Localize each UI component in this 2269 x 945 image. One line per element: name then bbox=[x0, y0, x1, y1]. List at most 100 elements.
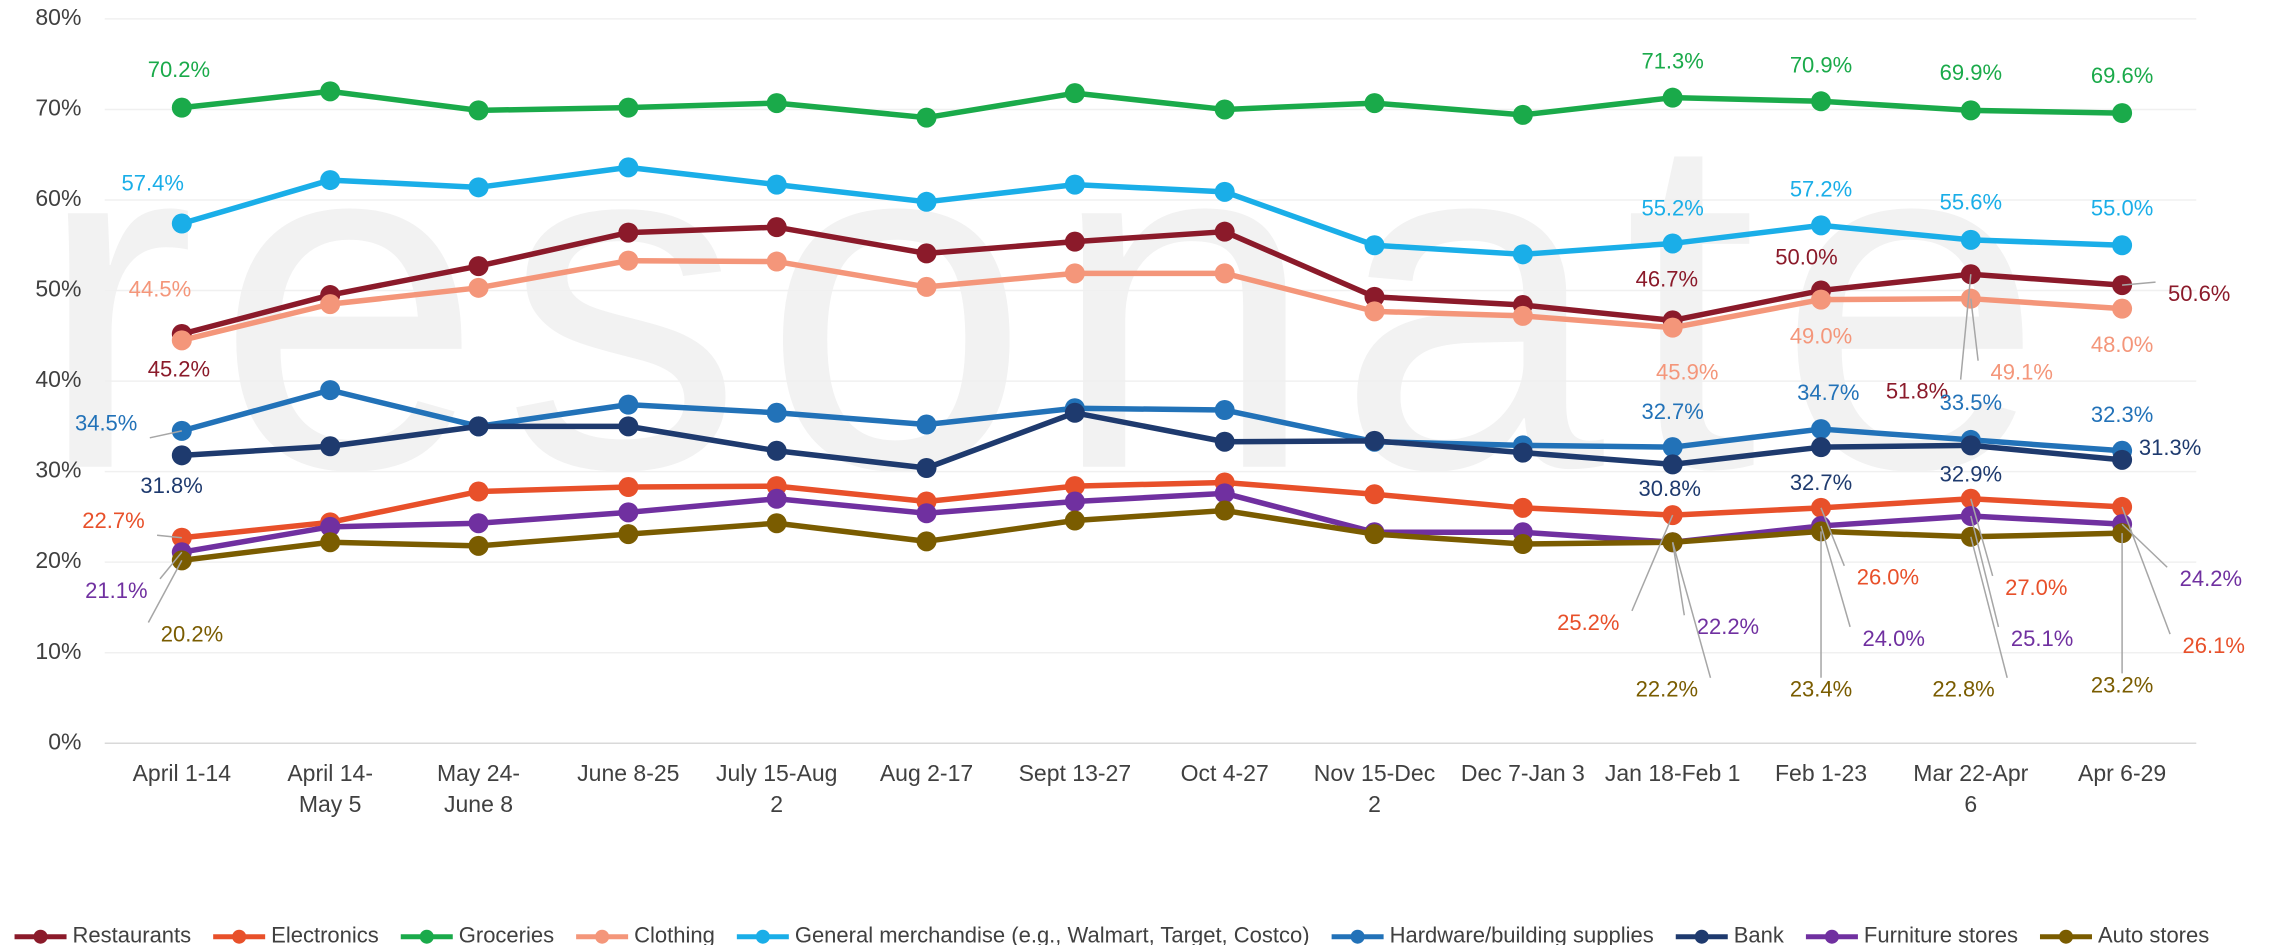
data-point bbox=[1512, 104, 1533, 125]
leader-line bbox=[2121, 523, 2168, 568]
data-label: 24.2% bbox=[2180, 566, 2242, 591]
x-tick-label: Oct 4-27 bbox=[1181, 760, 1269, 786]
x-tick-label: April 14-May 5 bbox=[287, 760, 373, 817]
x-tick-label: Apr 6-29 bbox=[2078, 760, 2166, 786]
leader-line bbox=[1970, 536, 2008, 678]
data-point bbox=[1662, 87, 1683, 108]
series-line bbox=[181, 387, 2123, 454]
data-point bbox=[2112, 298, 2133, 319]
data-point bbox=[1811, 91, 1832, 112]
data-point bbox=[1064, 174, 1085, 195]
data-point bbox=[1214, 431, 1235, 452]
data-label: 70.2% bbox=[148, 57, 210, 82]
x-tick-label: Sept 13-27 bbox=[1019, 760, 1132, 786]
legend-label: Furniture stores bbox=[1864, 923, 2018, 945]
legend-label: Clothing bbox=[634, 923, 715, 945]
data-point bbox=[1662, 437, 1683, 458]
x-tick-label: Jan 18-Feb 1 bbox=[1605, 760, 1741, 786]
legend-marker bbox=[1694, 929, 1709, 944]
data-point bbox=[916, 531, 937, 552]
leader-line bbox=[157, 534, 182, 539]
data-point bbox=[1064, 83, 1085, 104]
x-tick-label: May 24-June 8 bbox=[437, 760, 520, 817]
data-label: 71.3% bbox=[1641, 48, 1703, 73]
data-point bbox=[171, 97, 192, 118]
data-point bbox=[618, 524, 639, 545]
data-label: 23.2% bbox=[2091, 672, 2153, 697]
x-tick-label: Feb 1-23 bbox=[1775, 760, 1867, 786]
data-point bbox=[1662, 317, 1683, 338]
data-label: 22.2% bbox=[1636, 677, 1698, 702]
data-label: 21.1% bbox=[85, 578, 147, 603]
data-point bbox=[468, 256, 489, 277]
data-point bbox=[1214, 500, 1235, 521]
data-point bbox=[766, 251, 787, 272]
data-point bbox=[618, 394, 639, 415]
data-label: 23.4% bbox=[1790, 677, 1852, 702]
leader-line bbox=[149, 430, 182, 439]
data-label: 32.3% bbox=[2091, 402, 2153, 427]
y-tick-label: 40% bbox=[35, 366, 81, 392]
series-line bbox=[181, 410, 2123, 471]
leader-line bbox=[1970, 298, 1979, 361]
data-label: 55.0% bbox=[2091, 195, 2153, 220]
data-point bbox=[1064, 263, 1085, 284]
data-point bbox=[916, 276, 937, 297]
legend-label: Auto stores bbox=[2098, 923, 2209, 945]
data-point bbox=[1662, 233, 1683, 254]
data-point bbox=[468, 513, 489, 534]
series-line bbox=[181, 479, 2123, 541]
data-point bbox=[468, 277, 489, 298]
data-label: 34.7% bbox=[1797, 380, 1859, 405]
data-point bbox=[1214, 483, 1235, 504]
leader-line bbox=[1631, 514, 1674, 612]
data-point bbox=[916, 457, 937, 478]
leader-line bbox=[2121, 506, 2171, 635]
data-point bbox=[766, 217, 787, 238]
data-point bbox=[171, 213, 192, 234]
data-point bbox=[1214, 400, 1235, 421]
data-label: 30.8% bbox=[1639, 476, 1701, 501]
data-label: 20.2% bbox=[161, 621, 223, 646]
data-point bbox=[468, 416, 489, 437]
leader-line bbox=[1959, 274, 1972, 380]
y-tick-label: 0% bbox=[48, 728, 81, 754]
data-point bbox=[766, 440, 787, 461]
series-line bbox=[181, 257, 2123, 344]
data-label: 25.1% bbox=[2011, 626, 2073, 651]
data-label: 69.9% bbox=[1940, 60, 2002, 85]
data-point bbox=[320, 516, 341, 537]
legend-marker bbox=[232, 929, 247, 944]
data-label: 31.8% bbox=[140, 473, 202, 498]
data-point bbox=[1364, 286, 1385, 307]
legend-marker bbox=[1350, 929, 1365, 944]
data-point bbox=[618, 97, 639, 118]
data-point bbox=[618, 157, 639, 178]
data-label: 44.5% bbox=[129, 277, 191, 302]
data-label: 51.8% bbox=[1886, 379, 1948, 404]
data-label: 27.0% bbox=[2005, 575, 2067, 600]
data-point bbox=[2112, 235, 2133, 256]
leader-line bbox=[1820, 507, 1845, 567]
lines bbox=[171, 81, 2133, 571]
y-tick-label: 70% bbox=[35, 95, 81, 121]
data-label: 26.0% bbox=[1857, 565, 1919, 590]
data-label: 25.2% bbox=[1557, 610, 1619, 635]
data-point bbox=[1364, 301, 1385, 322]
data-point bbox=[468, 177, 489, 198]
leader-line bbox=[1970, 515, 2000, 628]
data-label: 57.2% bbox=[1790, 176, 1852, 201]
data-point bbox=[1512, 305, 1533, 326]
data-label: 48.0% bbox=[2091, 332, 2153, 357]
data-point bbox=[1960, 100, 1981, 121]
data-point bbox=[320, 170, 341, 191]
data-point bbox=[320, 380, 341, 401]
data-point bbox=[1064, 402, 1085, 423]
x-tick-label: Aug 2-17 bbox=[880, 760, 973, 786]
data-label: 50.6% bbox=[2168, 281, 2230, 306]
data-point bbox=[320, 81, 341, 102]
data-point bbox=[766, 402, 787, 423]
data-point bbox=[1064, 491, 1085, 512]
legend-marker bbox=[2058, 929, 2073, 944]
